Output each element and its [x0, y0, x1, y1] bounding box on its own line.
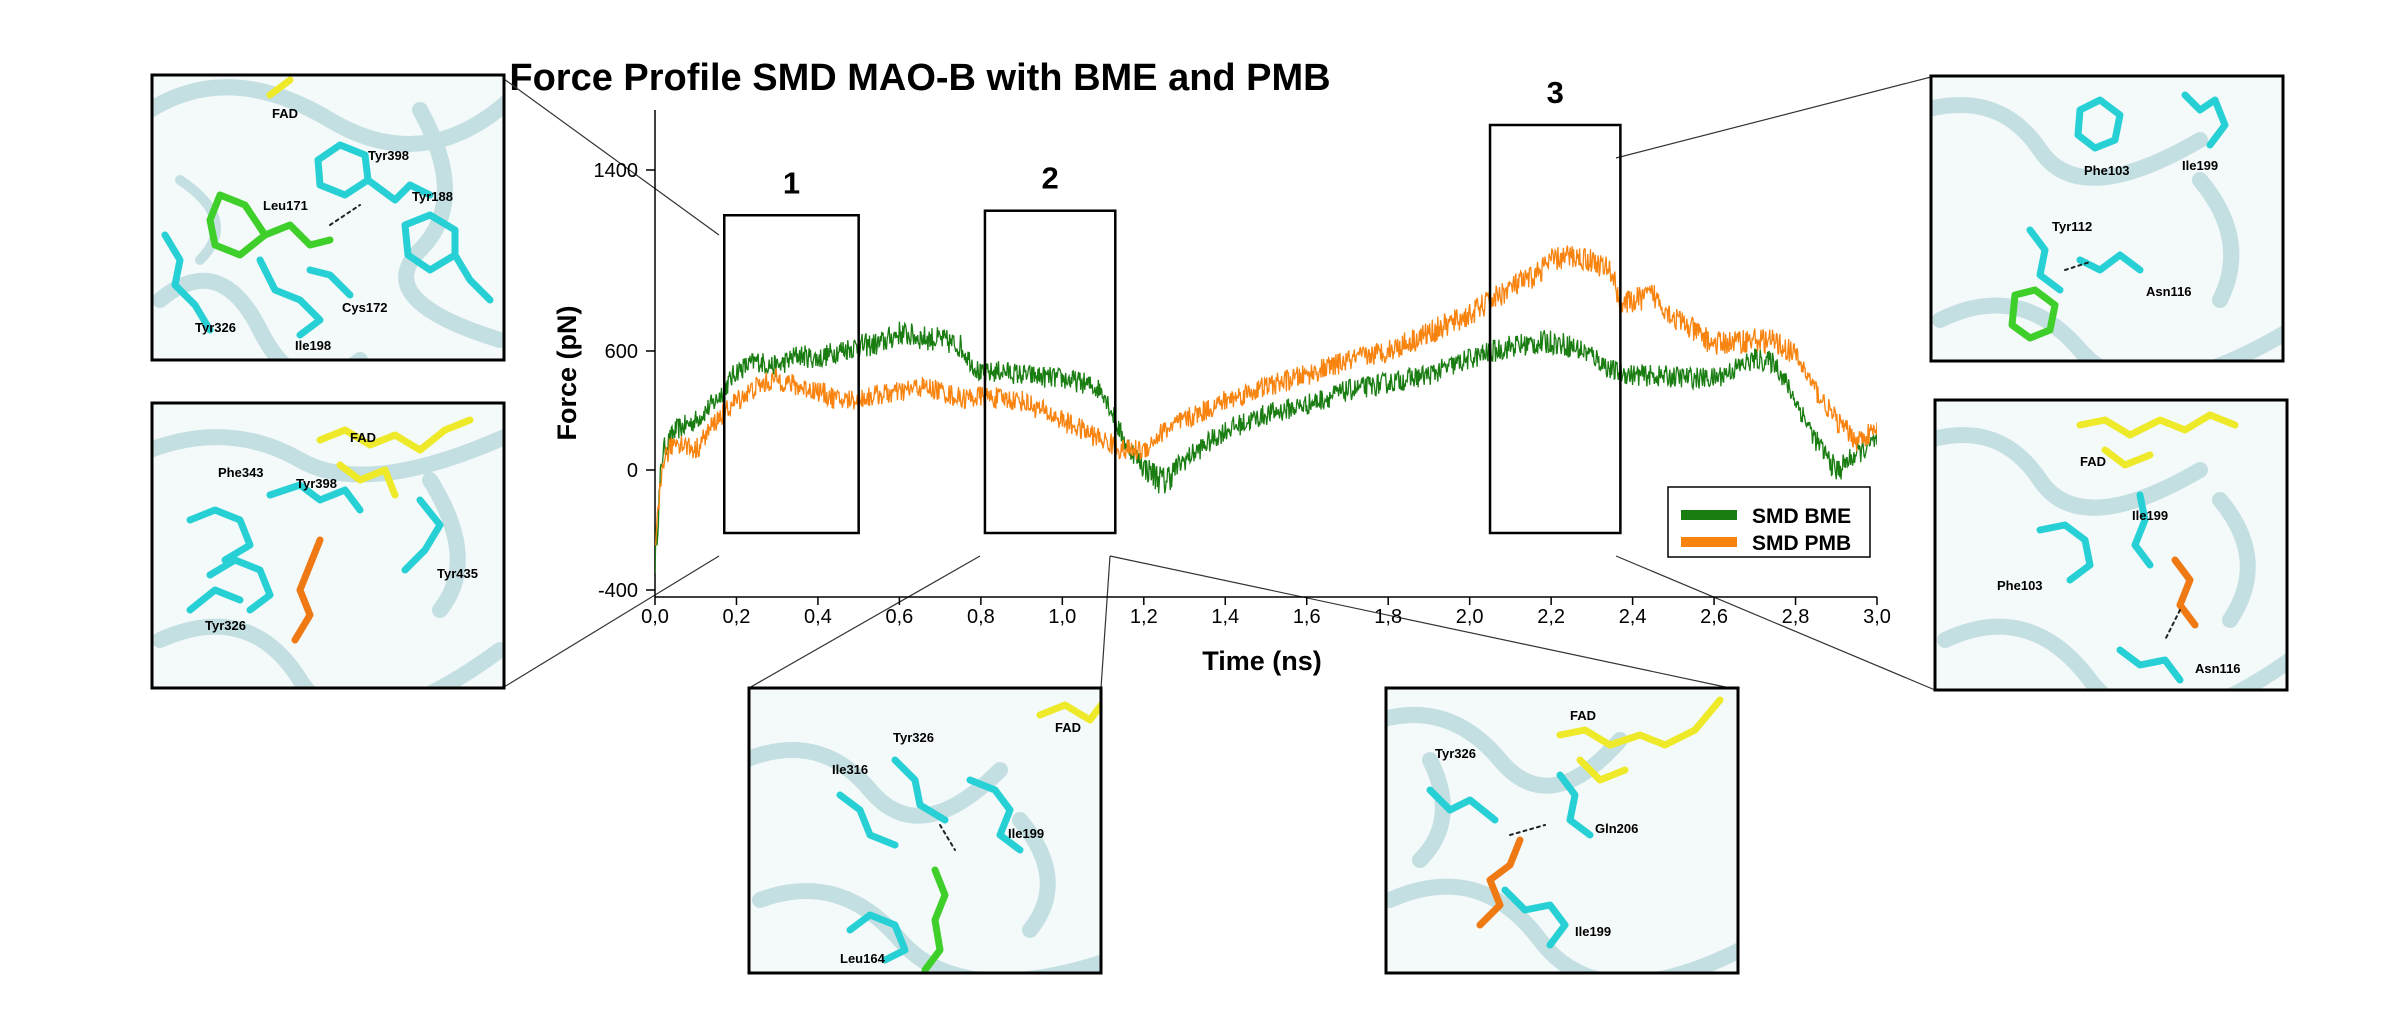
residue-labels: FAD Tyr398 Leu171 Tyr188 Tyr326 Cys172 I… — [195, 106, 453, 353]
y-tick-label: -400 — [598, 580, 638, 602]
residue-label: Ile199 — [1008, 826, 1044, 841]
legend: SMD BME SMD PMB — [1667, 486, 1871, 558]
x-tick-label: 1,8 — [1374, 606, 1402, 628]
residue-label: Tyr112 — [2052, 219, 2092, 234]
x-tick-label: 0,2 — [723, 606, 751, 628]
y-tick-label: 1400 — [594, 160, 639, 182]
residue-label: Phe103 — [2084, 163, 2130, 178]
region-label: 2 — [1041, 161, 1058, 196]
molecule-sticks — [2036, 411, 2239, 684]
x-tick-label: 0,4 — [804, 606, 832, 628]
residue-label: Tyr398 — [296, 476, 337, 491]
residue-label: FAD — [350, 430, 376, 445]
protein-cartoon — [1931, 97, 2283, 361]
axes — [654, 110, 1877, 598]
residue-label: Ile199 — [2132, 508, 2168, 523]
residue-label: Ile199 — [2182, 158, 2218, 173]
connector-line — [1109, 555, 1731, 689]
y-ticks: -400 0 600 1400 — [594, 160, 655, 602]
region-label: 3 — [1547, 75, 1564, 110]
x-tick-label: 2,4 — [1619, 606, 1647, 628]
residue-label: Tyr326 — [195, 320, 236, 335]
y-tick-label: 0 — [627, 460, 638, 482]
residue-label: FAD — [1055, 720, 1081, 735]
connector-line — [1615, 76, 1932, 159]
region-label: 1 — [783, 165, 800, 200]
x-tick-label: 0,8 — [967, 606, 995, 628]
x-tick-label: 2,0 — [1456, 606, 1484, 628]
y-axis-label: Force (pN) — [552, 306, 582, 441]
residue-label: Tyr435 — [437, 566, 478, 581]
connector-line — [748, 555, 981, 689]
residue-label: Asn116 — [2195, 661, 2241, 676]
connector-line — [503, 555, 720, 688]
x-tick-label: 0,6 — [885, 606, 913, 628]
molecule-sticks — [2008, 91, 2229, 342]
x-tick-label: 2,6 — [1700, 606, 1728, 628]
residue-label: Ile198 — [295, 338, 331, 353]
residue-label: Tyr326 — [893, 730, 934, 745]
x-tick-label: 1,6 — [1293, 606, 1321, 628]
protein-cartoon — [152, 428, 504, 688]
panel-region3-bme: Phe103 Ile199 Tyr112 Asn116 — [1929, 74, 2285, 363]
connector-line — [1100, 555, 1111, 689]
x-tick-label: 2,8 — [1782, 606, 1810, 628]
residue-label: Phe103 — [1997, 578, 2043, 593]
x-tick-label: 2,2 — [1537, 606, 1565, 628]
residue-labels: FAD Ile199 Phe103 Asn116 — [1997, 454, 2241, 676]
residue-label: Ile316 — [832, 762, 868, 777]
panel-region3-pmb: FAD Ile199 Phe103 Asn116 — [1933, 398, 2289, 692]
x-tick-label: 3,0 — [1863, 606, 1891, 628]
residue-labels: Phe103 Ile199 Tyr112 Asn116 — [2052, 158, 2218, 299]
panel-region1-bme: FAD Tyr398 Leu171 Tyr188 Tyr326 Cys172 I… — [150, 73, 506, 362]
residue-label: Cys172 — [342, 300, 388, 315]
regions-layer: 1 2 3 — [722, 75, 1622, 535]
connector-line — [1615, 555, 1936, 691]
protein-cartoon — [1386, 707, 1738, 973]
region-box — [983, 209, 1117, 535]
residue-label: Asn116 — [2146, 284, 2192, 299]
molecule-sticks — [186, 416, 474, 644]
residue-label: Gln206 — [1595, 821, 1638, 836]
residue-label: FAD — [2080, 454, 2106, 469]
protein-cartoon — [152, 79, 504, 360]
residue-label: FAD — [1570, 708, 1596, 723]
molecule-sticks — [161, 76, 494, 339]
connector-lines — [503, 76, 1936, 691]
legend-label-pmb: SMD PMB — [1752, 532, 1851, 555]
residue-label: Tyr398 — [368, 148, 409, 163]
residue-label: Tyr326 — [205, 618, 246, 633]
residue-label: Phe343 — [218, 465, 264, 480]
panel-region1-pmb: FAD Phe343 Tyr398 Tyr435 Tyr326 — [150, 401, 506, 690]
molecule-sticks — [836, 699, 1101, 973]
residue-labels: FAD Tyr326 Gln206 Ile199 — [1435, 708, 1638, 939]
x-tick-label: 1,2 — [1130, 606, 1158, 628]
x-ticks: 0,0 0,2 0,4 0,6 0,8 1,0 1,2 1,4 1,6 1,8 2,0 2,2 2,4 2… — [641, 597, 1891, 628]
residue-label: FAD — [272, 106, 298, 121]
residue-labels: FAD Phe343 Tyr398 Tyr435 Tyr326 — [205, 430, 478, 633]
x-tick-label: 1,0 — [1048, 606, 1076, 628]
y-tick-label: 600 — [605, 341, 638, 363]
residue-label: Tyr188 — [412, 189, 453, 204]
residue-label: Leu164 — [840, 951, 886, 966]
connector-line — [503, 78, 720, 236]
legend-label-bme: SMD BME — [1752, 505, 1851, 528]
x-axis-label: Time (ns) — [1202, 646, 1322, 676]
residue-label: Ile199 — [1575, 924, 1611, 939]
panel-region2-bme: Tyr326 FAD Ile316 Ile199 Leu164 — [747, 686, 1103, 975]
chart-title: Force Profile SMD MAO-B with BME and PMB — [509, 57, 1330, 99]
molecule-sticks — [1426, 696, 1724, 949]
residue-label: Leu171 — [263, 198, 308, 213]
x-tick-label: 0,0 — [641, 606, 669, 628]
region-box — [1488, 123, 1622, 535]
residue-label: Tyr326 — [1435, 746, 1476, 761]
x-tick-label: 1,4 — [1211, 606, 1239, 628]
region-box — [722, 214, 860, 535]
residue-labels: Tyr326 FAD Ile316 Ile199 Leu164 — [832, 720, 1081, 966]
panel-region2-pmb: FAD Tyr326 Gln206 Ile199 — [1384, 686, 1740, 975]
